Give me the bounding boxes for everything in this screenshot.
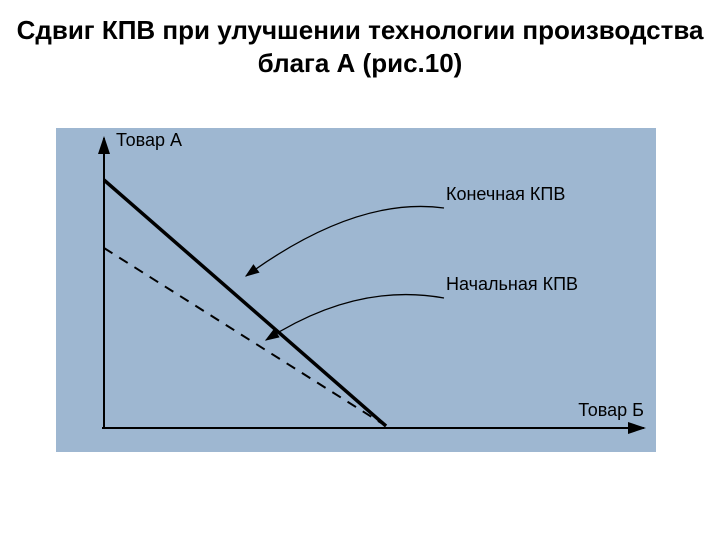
slide-title: Сдвиг КПВ при улучшении технологии произ…	[0, 14, 720, 79]
initial-callout-label: Начальная КПВ	[446, 274, 578, 295]
x-axis-label: Товар Б	[578, 400, 644, 421]
slide: Сдвиг КПВ при улучшении технологии произ…	[0, 0, 720, 540]
final-callout-label: Конечная КПВ	[446, 184, 565, 205]
y-axis-label: Товар А	[116, 130, 182, 151]
ppf-chart: Товар А Товар Б Конечная КПВ Начальная К…	[56, 128, 656, 452]
